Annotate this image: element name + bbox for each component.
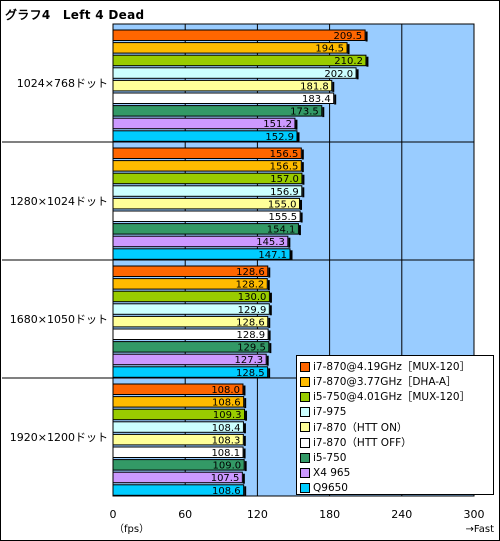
x-tick-label: 300 [464,508,485,521]
bar-value-label: 173.5 [290,107,319,118]
legend-label: i7-870@4.19GHz［MUX-120］ [313,361,471,374]
bar [112,42,348,54]
legend-label: i5-750 [313,451,347,464]
x-tick-label: 180 [319,508,340,521]
bar-value-label: 154.1 [267,225,296,236]
x-tick-label: 120 [247,508,268,521]
legend-swatch [300,391,310,402]
legend-item: X4 965 [300,465,493,480]
legend-item: i5-750@4.01GHz［MUX-120］ [300,389,493,404]
legend-swatch [300,452,310,463]
bar-value-label: 108.1 [211,448,240,459]
legend-swatch [300,407,310,418]
chart-title: グラフ4 Left 4 Dead [5,8,145,22]
category-label: 1920×1200ドット [10,431,108,444]
bar-value-label: 202.0 [324,69,353,80]
bar-value-label: 128.5 [236,368,265,379]
bar-value-label: 183.4 [302,94,331,105]
legend-label: X4 965 [313,466,351,479]
plot-border [112,23,475,497]
bar-value-label: 107.5 [211,473,240,484]
legend-swatch [300,483,310,494]
bar [112,29,366,41]
legend-swatch [300,437,310,448]
bar-value-label: 209.5 [333,31,362,42]
bar-value-label: 151.2 [263,119,292,130]
bar-value-label: 109.0 [213,461,242,472]
bar-value-label: 129.9 [238,305,267,316]
bar-value-label: 145.3 [256,237,285,248]
legend-item: i7-870（HTT OFF） [300,435,493,450]
bar-value-label: 156.5 [270,149,299,160]
bar-value-label: 152.9 [265,132,294,143]
x-tick-label: 60 [178,508,192,521]
legend-swatch [300,422,310,433]
legend-item: Q9650 [300,481,493,496]
legend-swatch [300,361,310,372]
category-label: 1280×1024ドット [10,195,108,208]
bar-value-label: 156.5 [270,162,299,173]
bar [112,79,333,92]
legend-label: i7-870（HTT ON） [313,421,408,434]
legend-label: i7-870@3.77GHz［DHA-A］ [313,376,457,389]
bar-value-label: 181.8 [300,81,329,92]
bar-value-label: 129.5 [237,343,266,354]
bar-value-label: 155.5 [268,212,297,223]
bar-value-label: 108.3 [212,435,241,446]
category-label: 1680×1050ドット [10,313,108,326]
legend-label: Q9650 [313,482,348,495]
bar-value-label: 157.0 [270,174,299,185]
legend-item: i7-870@4.19GHz［MUX-120］ [300,359,493,374]
legend-item: i7-975 [300,405,493,420]
legend-label: i7-870（HTT OFF） [313,437,412,450]
bar [112,67,357,79]
x-axis-unit: （fps） [114,523,149,535]
bar-value-label: 130.0 [238,292,267,303]
bar-value-label: 128.2 [236,280,265,291]
bar-value-label: 108.0 [211,385,240,396]
legend-label: i5-750@4.01GHz［MUX-120］ [313,391,471,404]
bar-value-label: 155.0 [268,199,297,210]
bar-value-label: 109.3 [213,410,242,421]
bar-value-label: 156.9 [270,187,299,198]
x-tick-label: 240 [391,508,412,521]
legend-item: i7-870（HTT ON） [300,420,493,435]
legend-swatch [300,376,310,387]
bar-value-label: 194.5 [315,44,344,55]
bar-value-label: 210.2 [334,56,363,67]
x-axis-direction-note: →Fast [466,524,495,535]
legend-label: i7-975 [313,406,347,419]
category-label: 1024×768ドット [17,77,108,90]
x-tick-label: 0 [110,508,117,521]
bar-value-label: 108.6 [212,398,241,409]
legend-item: i5-750 [300,450,493,465]
bar-value-label: 147.1 [258,250,287,261]
bar-value-label: 128.6 [236,267,265,278]
legend-item: i7-870@3.77GHz［DHA-A］ [300,374,493,389]
legend-swatch [300,467,310,478]
bar-value-label: 128.6 [236,317,265,328]
bar [112,92,335,104]
bar-value-label: 128.9 [236,330,265,341]
bar-value-label: 108.6 [212,486,241,497]
bar [112,54,367,67]
bar-value-label: 108.4 [212,423,241,434]
bar-value-label: 127.3 [235,355,264,366]
legend: i7-870@4.19GHz［MUX-120］ i7-870@3.77GHz［DH… [296,355,494,495]
